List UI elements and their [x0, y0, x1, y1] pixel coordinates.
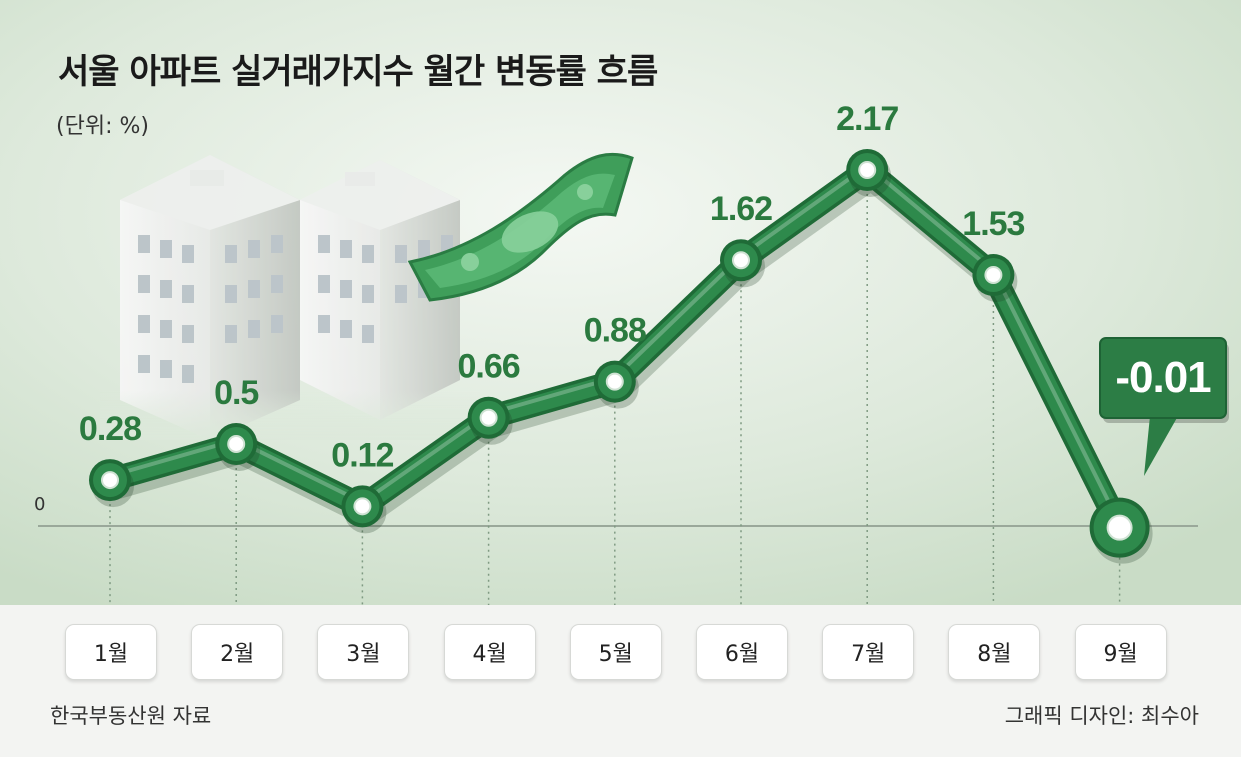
month-label: 9월	[1074, 624, 1167, 680]
month-label: 6월	[696, 624, 788, 680]
data-point-center	[353, 497, 372, 516]
credit-label: 그래픽 디자인: 최수아	[1004, 704, 1199, 728]
month-label: 3월	[317, 624, 410, 680]
data-label: 0.88	[584, 312, 646, 350]
data-label: 2.17	[836, 100, 898, 138]
source-label: 한국부동산원 자료	[50, 704, 212, 728]
callout-box	[1099, 337, 1227, 419]
data-point-center	[479, 408, 498, 427]
month-label: 4월	[443, 624, 536, 680]
month-label: 2월	[191, 624, 284, 680]
callout-value: -0.01	[1115, 353, 1211, 402]
data-point-center	[227, 434, 246, 453]
callout-pointer	[1144, 416, 1178, 476]
data-point-center	[1106, 514, 1133, 541]
data-label: 0.66	[458, 348, 520, 386]
data-point-center	[732, 251, 750, 270]
month-label: 7월	[822, 624, 915, 680]
data-point-center	[984, 265, 1003, 284]
data-label: 1.62	[710, 190, 772, 228]
data-label: 0.28	[79, 410, 141, 448]
data-point-center	[101, 471, 119, 490]
data-label: 1.53	[962, 205, 1024, 243]
banknote-illustration	[407, 152, 634, 302]
data-point-center	[858, 161, 877, 179]
month-label: 5월	[569, 624, 662, 680]
unit-label: (단위: %)	[56, 114, 149, 139]
data-label: 0.12	[331, 436, 393, 474]
data-point-center	[605, 372, 624, 391]
month-label: 1월	[65, 624, 157, 680]
chart-title: 서울 아파트 실거래가지수 월간 변동률 흐름	[58, 52, 658, 92]
month-label: 8월	[948, 624, 1041, 680]
data-label: 0.5	[214, 374, 258, 412]
zero-label: 0	[34, 494, 45, 515]
